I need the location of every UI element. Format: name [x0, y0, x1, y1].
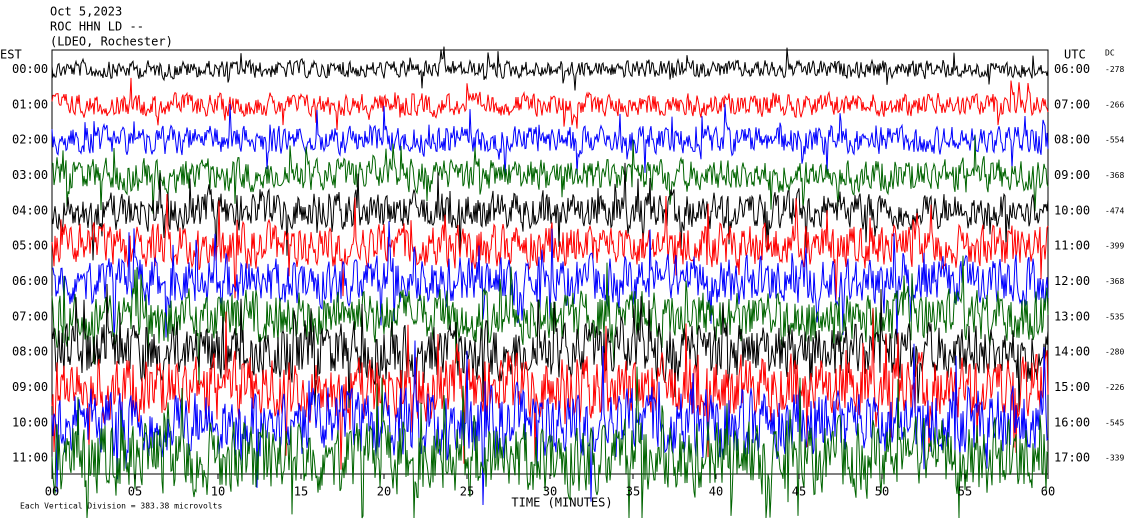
utc-label: 13:00 [1054, 309, 1090, 323]
left-axis-label: EST [0, 48, 22, 62]
est-label: 06:00 [12, 274, 48, 288]
x-tick-label: 20 [377, 485, 391, 499]
dc-offset: -226 [1105, 383, 1124, 392]
trace [51, 193, 1049, 300]
utc-label: 11:00 [1054, 239, 1090, 253]
x-tick-label: 35 [626, 485, 640, 499]
right-axis-label: UTC [1064, 48, 1086, 62]
dc-offset: -399 [1105, 242, 1124, 251]
x-tick-label: 40 [709, 485, 723, 499]
est-label: 05:00 [12, 239, 48, 253]
title-line: ROC HHN LD -- [50, 20, 144, 34]
offset-label: DC [1105, 49, 1115, 58]
dc-offset: -554 [1105, 136, 1124, 145]
dc-offset: -278 [1105, 65, 1124, 74]
dc-offset: -266 [1105, 100, 1124, 109]
trace [51, 283, 1049, 419]
x-tick-label: 00 [45, 485, 59, 499]
trace [51, 46, 1049, 91]
trace [51, 162, 1049, 261]
x-tick-label: 10 [211, 485, 225, 499]
est-label: 03:00 [12, 168, 48, 182]
x-tick-label: 50 [875, 485, 889, 499]
utc-label: 06:00 [1054, 62, 1090, 76]
utc-label: 08:00 [1054, 133, 1090, 147]
utc-label: 17:00 [1054, 451, 1090, 465]
x-tick-label: 45 [792, 485, 806, 499]
x-tick-label: 55 [958, 485, 972, 499]
dc-offset: -339 [1105, 454, 1124, 463]
dc-offset: -535 [1105, 312, 1124, 321]
footnote: Each Vertical Division = 383.38 microvol… [20, 502, 222, 511]
est-label: 10:00 [12, 415, 48, 429]
x-tick-label: 15 [294, 485, 308, 499]
utc-label: 12:00 [1054, 274, 1090, 288]
est-label: 00:00 [12, 62, 48, 76]
est-label: 09:00 [12, 380, 48, 394]
x-tick-label: 30 [543, 485, 557, 499]
utc-label: 09:00 [1054, 168, 1090, 182]
dc-offset: -474 [1105, 206, 1124, 215]
x-tick-label: 05 [128, 485, 142, 499]
est-label: 07:00 [12, 309, 48, 323]
x-tick-label: 25 [460, 485, 474, 499]
dc-offset: -280 [1105, 348, 1124, 357]
est-label: 08:00 [12, 345, 48, 359]
trace [51, 135, 1049, 214]
dc-offset: -545 [1105, 418, 1124, 427]
title-line: Oct 5,2023 [50, 5, 122, 19]
trace [51, 77, 1049, 131]
dc-offset: -368 [1105, 171, 1124, 180]
utc-label: 10:00 [1054, 203, 1090, 217]
utc-label: 07:00 [1054, 97, 1090, 111]
est-label: 02:00 [12, 133, 48, 147]
trace [51, 103, 1049, 178]
dc-offset: -368 [1105, 277, 1124, 286]
trace [51, 308, 1049, 470]
utc-label: 14:00 [1054, 345, 1090, 359]
x-axis-label: TIME (MINUTES) [511, 496, 612, 510]
utc-label: 16:00 [1054, 415, 1090, 429]
est-label: 04:00 [12, 203, 48, 217]
est-label: 11:00 [12, 451, 48, 465]
title-line: (LDEO, Rochester) [50, 35, 173, 49]
x-tick-label: 60 [1041, 485, 1055, 499]
est-label: 01:00 [12, 97, 48, 111]
utc-label: 15:00 [1054, 380, 1090, 394]
